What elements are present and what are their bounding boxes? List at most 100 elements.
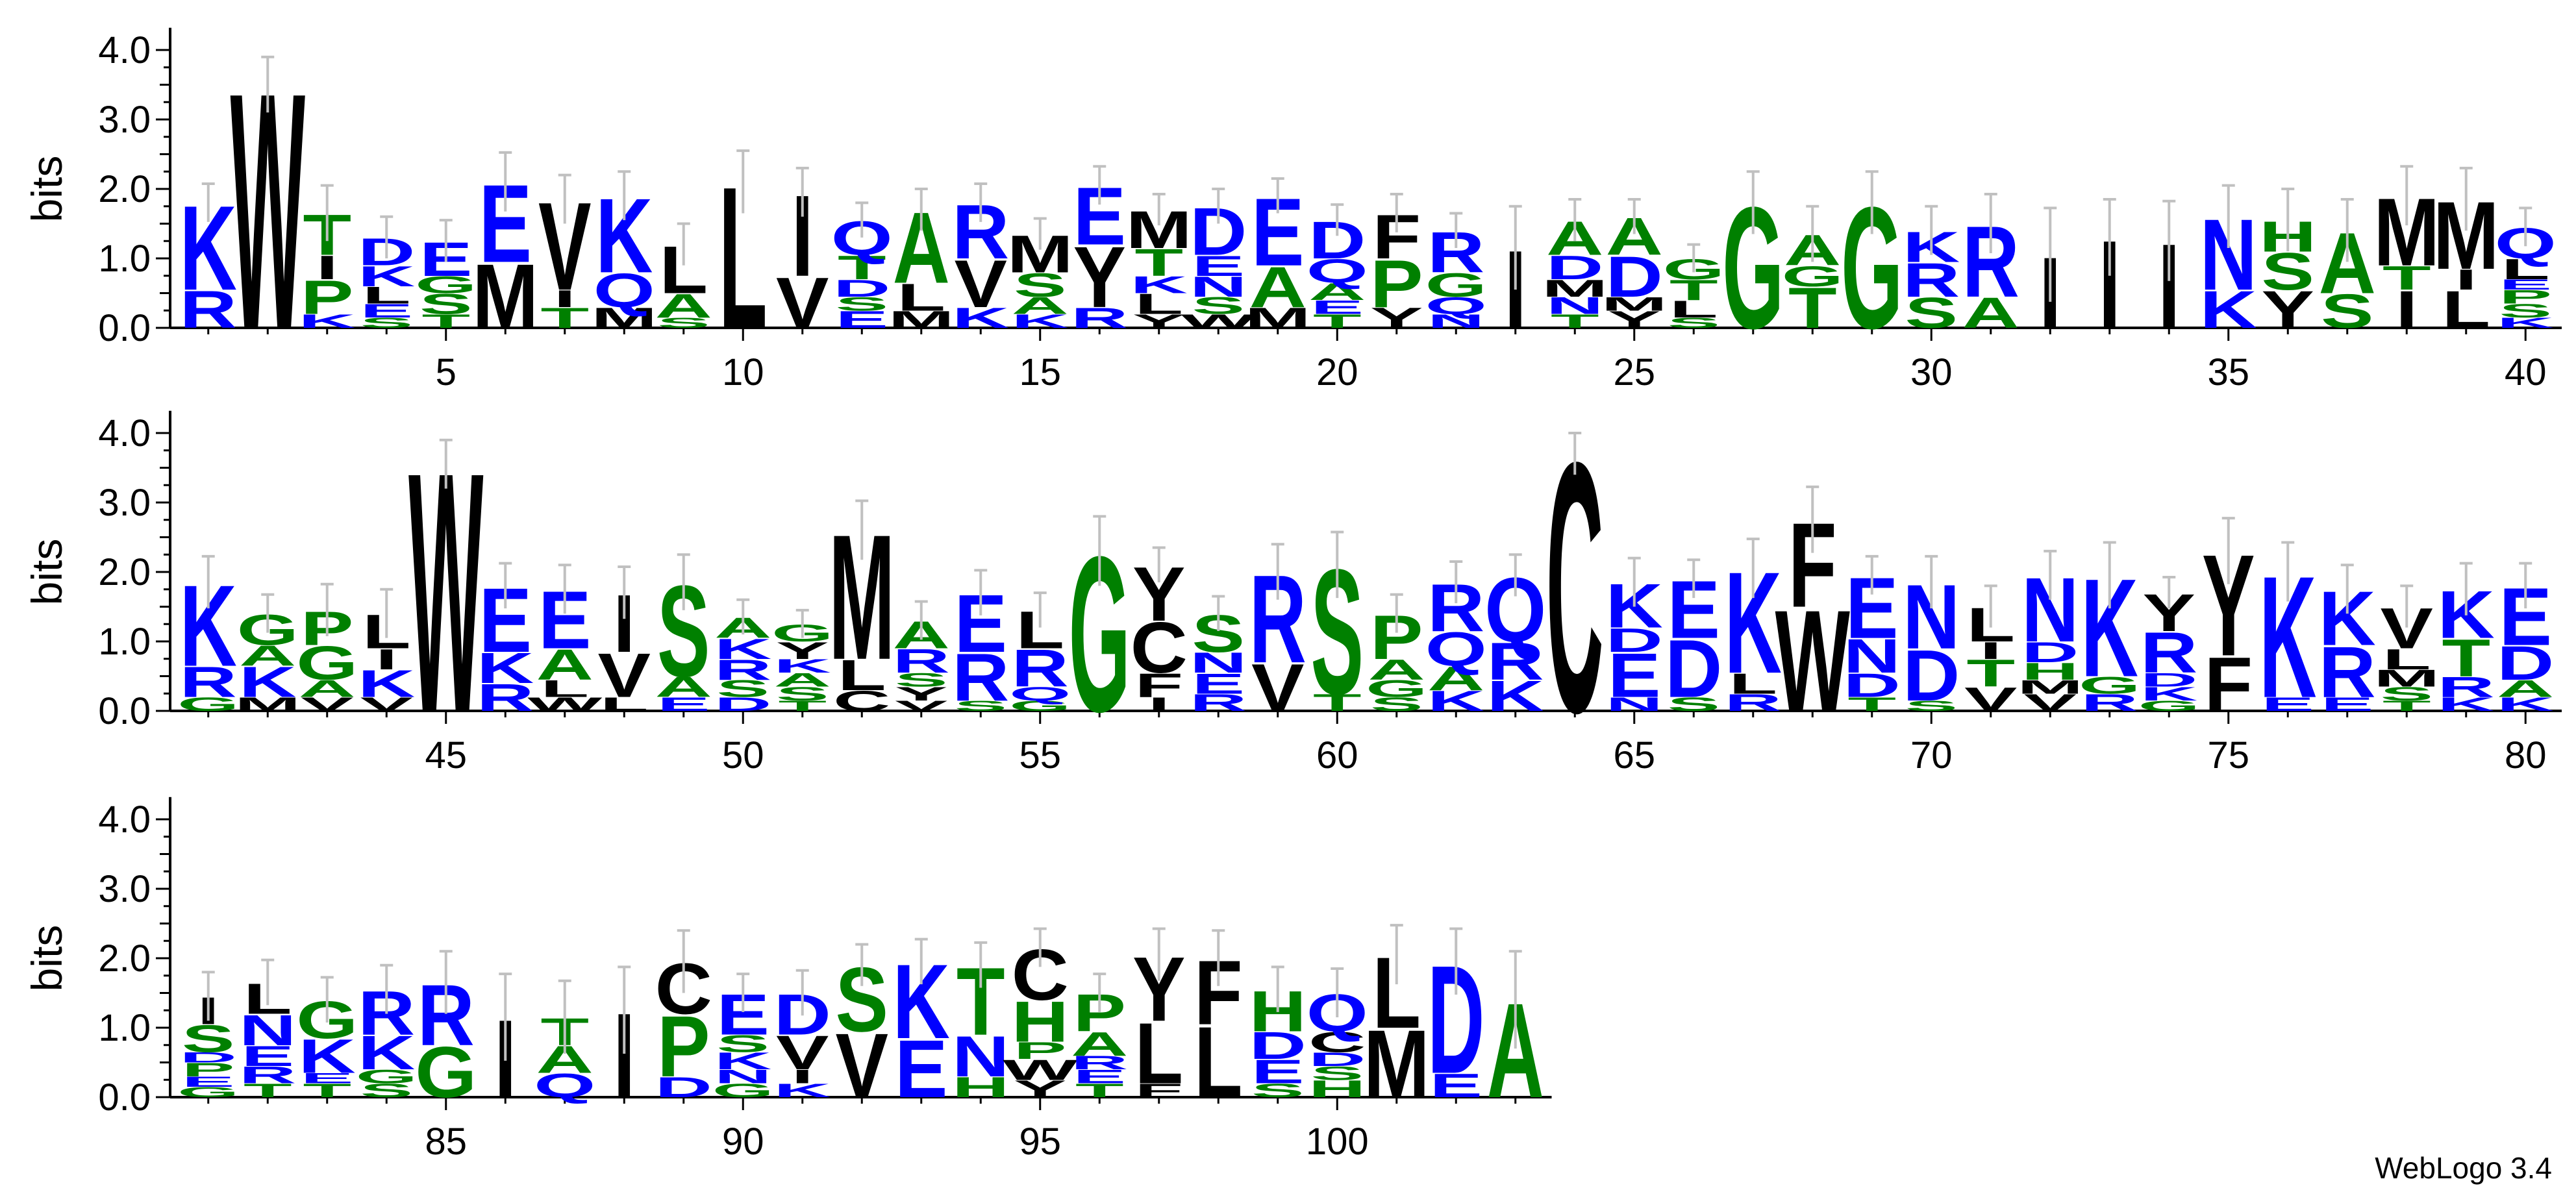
y-tick-label: 0.0	[98, 690, 151, 732]
glyph-N: N	[952, 1024, 1009, 1089]
glyph-I: I	[792, 1066, 814, 1087]
glyph-L: L	[1134, 288, 1183, 320]
glyph-A: A	[1071, 1025, 1128, 1063]
glyph-N: N	[714, 1066, 771, 1087]
glyph-I: I	[2455, 264, 2477, 295]
glyph-Y: Y	[2262, 280, 2314, 340]
glyph-D: D	[1844, 667, 1901, 704]
logo-column-29: G	[1841, 170, 1903, 366]
glyph-M: M	[234, 693, 301, 715]
glyph-K: K	[774, 655, 831, 676]
logo-column-2: W	[231, 23, 306, 401]
glyph-Y: Y	[776, 637, 829, 664]
logo-column-75: FY	[2202, 517, 2255, 728]
glyph-T: T	[2382, 698, 2431, 714]
glyph-A: A	[536, 640, 594, 689]
glyph-Q: Q	[1009, 683, 1071, 704]
glyph-S: S	[1668, 315, 1720, 331]
glyph-L: L	[600, 693, 649, 715]
glyph-K: K	[774, 1080, 831, 1101]
y-tick-label: 1.0	[98, 1007, 151, 1049]
glyph-D: D	[833, 275, 890, 303]
glyph-T: T	[1551, 310, 1599, 332]
y-tick-label: 1.0	[98, 238, 151, 280]
logo-column-30: SRK	[1903, 205, 1960, 337]
logo-column-1: RK	[180, 182, 237, 340]
glyph-K: K	[952, 302, 1009, 334]
glyph-G: G	[177, 1084, 239, 1100]
logo-column-45: W	[408, 401, 484, 784]
logo-column-52: CLM	[829, 498, 895, 717]
y-tick-label: 2.0	[98, 551, 151, 593]
glyph-R: R	[1725, 689, 1782, 717]
glyph-R: R	[180, 280, 237, 340]
glyph-P: P	[301, 271, 353, 325]
glyph-S: S	[1905, 698, 1958, 714]
logo-column-56: G	[1069, 511, 1131, 758]
logo-column-102: ED	[1427, 927, 1484, 1106]
logo-column-68: WF	[1775, 485, 1851, 742]
logo-column-49: EAS	[655, 553, 712, 715]
y-tick-label: 1.0	[98, 621, 151, 663]
logo-column-32: I	[2039, 206, 2061, 349]
glyph-V: V	[895, 698, 947, 714]
glyph-A: A	[774, 669, 831, 691]
glyph-C: C	[1308, 1026, 1366, 1058]
glyph-S: S	[360, 1080, 413, 1101]
glyph-S: S	[2321, 284, 2373, 338]
logo-column-67: RLK	[1725, 538, 1782, 717]
glyph-G: G	[356, 1066, 418, 1087]
glyph-W: W	[1775, 580, 1851, 742]
y-tick-label: 2.0	[98, 168, 151, 210]
glyph-T: T	[2382, 259, 2431, 297]
glyph-G: G	[2079, 672, 2140, 699]
logo-column-28: TGA	[1782, 205, 1844, 340]
logo-column-11: VI	[776, 166, 829, 343]
x-tick-label: 90	[722, 1121, 764, 1163]
glyph-T: T	[1313, 689, 1362, 717]
logo-column-88: I	[613, 965, 635, 1123]
glyph-W: W	[1003, 1054, 1078, 1085]
glyph-G: G	[415, 1032, 477, 1113]
glyph-V: V	[1964, 680, 2017, 718]
glyph-P: P	[182, 1059, 234, 1080]
glyph-H: H	[1012, 989, 1069, 1054]
glyph-L: L	[1669, 296, 1718, 323]
glyph-V: V	[836, 1015, 888, 1117]
glyph-G: G	[296, 636, 358, 690]
glyph-S: S	[1251, 1080, 1304, 1101]
glyph-T: T	[1313, 310, 1362, 332]
glyph-Y: Y	[895, 683, 947, 704]
y-axis-title: bits	[23, 539, 71, 606]
glyph-K: K	[1012, 310, 1069, 332]
glyph-K: K	[2200, 280, 2257, 340]
logo-column-59: VR	[1249, 543, 1307, 726]
glyph-M: M	[472, 245, 538, 347]
glyph-L: L	[540, 675, 589, 702]
glyph-I: I	[1148, 693, 1170, 715]
logo-column-33: I	[2099, 198, 2121, 355]
glyph-R: R	[714, 654, 771, 686]
logo-column-27: G	[1722, 170, 1784, 366]
glyph-C: C	[1131, 607, 1188, 688]
glyph-T: T	[421, 310, 470, 332]
glyph-E: E	[2321, 693, 2373, 715]
logo-column-70: SDN	[1903, 554, 1960, 716]
glyph-G: G	[1009, 698, 1071, 714]
glyph-K: K	[358, 260, 415, 292]
glyph-A: A	[655, 287, 712, 325]
